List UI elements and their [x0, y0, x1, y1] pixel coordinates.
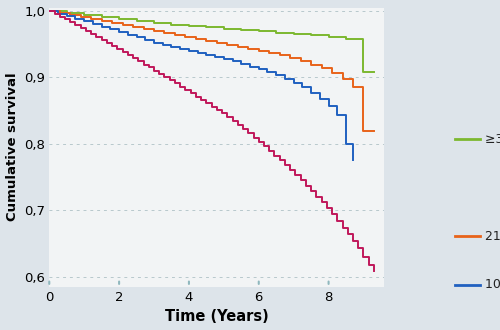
- X-axis label: Time (Years): Time (Years): [165, 310, 268, 324]
- Text: ≥30 ng/ml: ≥30 ng/ml: [485, 133, 500, 146]
- Text: 10–20 ng/ml: 10–20 ng/ml: [485, 278, 500, 291]
- Text: 21–29 ng/ml: 21–29 ng/ml: [485, 230, 500, 243]
- Y-axis label: Cumulative survival: Cumulative survival: [6, 73, 18, 221]
